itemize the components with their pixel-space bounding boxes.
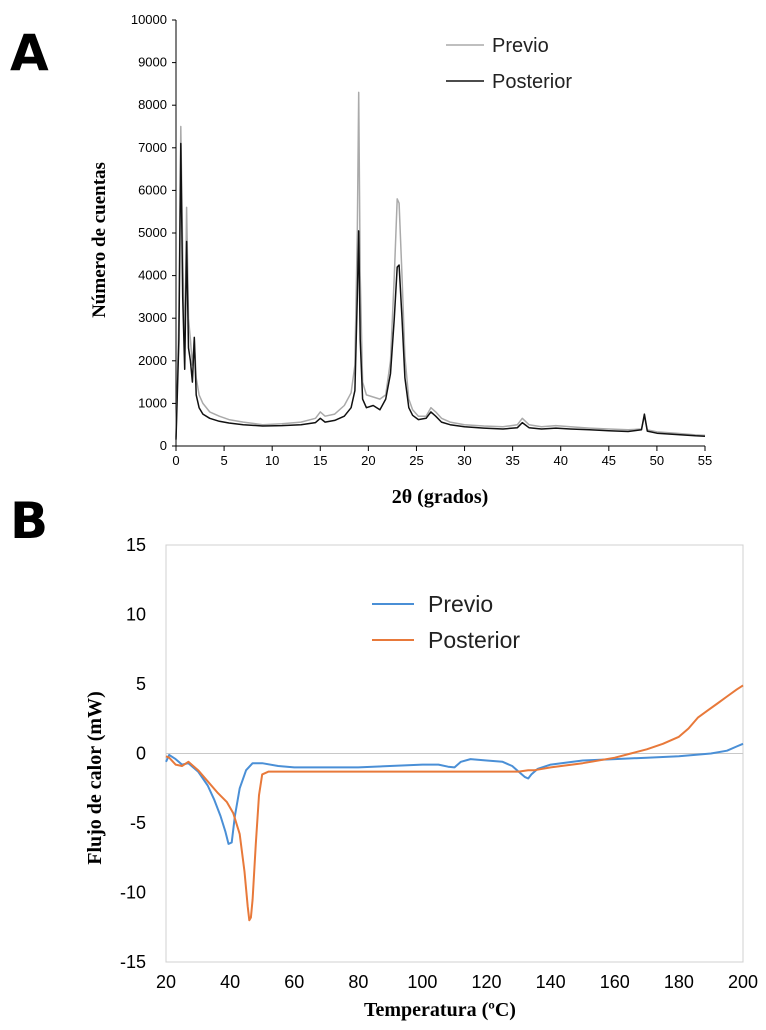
chart-b-legend: Previo Posterior: [372, 591, 520, 653]
chart-a-x-tick-label: 0: [172, 453, 179, 468]
chart-b-y-tick-label: 5: [136, 674, 146, 694]
chart-b-y-tick-label: -5: [130, 813, 146, 833]
chart-a-x-tick-label: 25: [409, 453, 423, 468]
chart-b-series-previo: [166, 744, 743, 844]
chart-a-y-tick-label: 6000: [138, 182, 167, 197]
chart-a-y-tick-label: 4000: [138, 268, 167, 283]
chart-b-y-tick-label: 0: [136, 744, 146, 764]
chart-a-legend: Previo Posterior: [446, 35, 572, 93]
chart-b-x-tick-label: 20: [156, 972, 176, 992]
chart-b-x-tick-label: 200: [728, 972, 758, 992]
chart-b-y-tick-label: -15: [120, 952, 146, 972]
chart-b-legend-label: Posterior: [428, 627, 520, 653]
chart-a-y-tick-label: 5000: [138, 225, 167, 240]
chart-a-x-tick-label: 55: [698, 453, 712, 468]
chart-b-y-label: Flujo de calor (mW): [84, 691, 106, 865]
chart-a-y-tick-label: 8000: [138, 97, 167, 112]
chart-b-x-tick-label: 180: [664, 972, 694, 992]
chart-b-dsc: Flujo de calor (mW) Temperatura (ºC) Pre…: [84, 535, 758, 1021]
panel-letter-b: B: [10, 492, 48, 550]
chart-a-y-label: Número de cuentas: [89, 162, 110, 318]
chart-a-legend-label: Previo: [492, 35, 549, 57]
chart-b-x-tick-label: 40: [220, 972, 240, 992]
chart-a-x-tick-label: 40: [553, 453, 567, 468]
chart-b-x-tick-label: 120: [472, 972, 502, 992]
chart-b-y-tick-label: 10: [126, 605, 146, 625]
chart-a-y-tick-label: 0: [160, 438, 167, 453]
chart-a-y-tick-label: 3000: [138, 310, 167, 325]
chart-a-legend-label: Posterior: [492, 71, 572, 93]
chart-a-y-tick-label: 9000: [138, 55, 167, 70]
chart-a-x-label: 2θ (grados): [392, 486, 489, 508]
chart-b-x-tick-label: 80: [348, 972, 368, 992]
chart-a-y-tick-label: 2000: [138, 353, 167, 368]
chart-b-x-tick-label: 100: [407, 972, 437, 992]
chart-a-x-tick-label: 15: [313, 453, 327, 468]
chart-a-x-tick-label: 35: [505, 453, 519, 468]
chart-b-series-posterior: [166, 685, 743, 920]
chart-a-series-posterior: [176, 144, 705, 440]
chart-a-x-tick-label: 50: [650, 453, 664, 468]
chart-b-y-tick-label: 15: [126, 535, 146, 555]
chart-a-y-tick-label: 1000: [138, 395, 167, 410]
chart-a-x-tick-label: 10: [265, 453, 279, 468]
chart-a-y-tick-label: 10000: [131, 12, 167, 27]
chart-a-y-tick-label: 7000: [138, 140, 167, 155]
chart-b-y-tick-label: -10: [120, 883, 146, 903]
panel-letter-a: A: [10, 24, 49, 82]
chart-b-x-tick-label: 140: [536, 972, 566, 992]
chart-a-series-previo: [176, 92, 705, 437]
chart-b-x-label: Temperatura (ºC): [364, 999, 516, 1021]
chart-a-x-tick-label: 45: [602, 453, 616, 468]
chart-a-x-tick-label: 30: [457, 453, 471, 468]
chart-a-x-tick-label: 5: [220, 453, 227, 468]
chart-a-x-tick-label: 20: [361, 453, 375, 468]
chart-b-legend-label: Previo: [428, 591, 493, 617]
chart-a-xrd: Número de cuentas 2θ (grados) Previo Post…: [89, 12, 712, 508]
chart-b-x-tick-label: 160: [600, 972, 630, 992]
chart-b-x-tick-label: 60: [284, 972, 304, 992]
